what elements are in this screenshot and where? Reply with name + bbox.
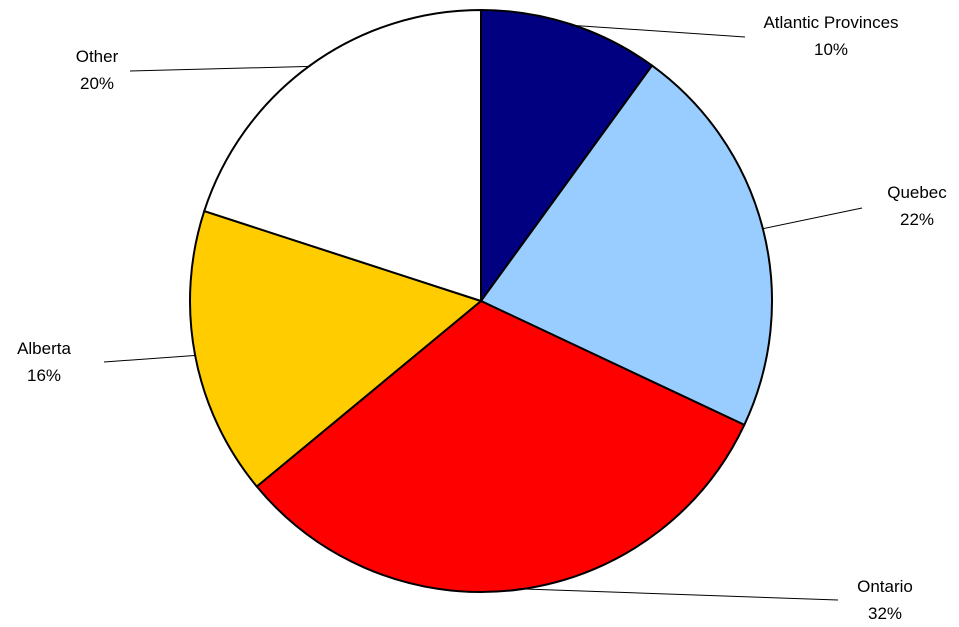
slice-value-label-quebec: 22% (900, 210, 934, 229)
slice-value-label-atlantic-provinces: 10% (814, 40, 848, 59)
slice-value-label-alberta: 16% (27, 366, 61, 385)
pie-slices (189, 9, 773, 593)
slice-value-label-other: 20% (80, 74, 114, 93)
slice-label-ontario: Ontario (857, 577, 913, 596)
slice-labels: Atlantic Provinces 10% Quebec 22% Ontario 32%… (17, 13, 947, 623)
leader-line-other (129, 65, 311, 72)
slice-label-alberta: Alberta (17, 339, 71, 358)
slice-label-quebec: Quebec (887, 183, 947, 202)
pie-slice-ontario (255, 300, 746, 593)
leader-line-alberta (103, 354, 197, 363)
slice-label-atlantic-provinces: Atlantic Provinces (763, 13, 898, 32)
leader-line-ontario (517, 588, 839, 601)
leader-line-atlantic-provinces (570, 24, 746, 38)
leader-lines (103, 24, 863, 601)
pie-slice-atlantic-provinces (480, 9, 654, 302)
pie-slice-other (203, 9, 482, 302)
slice-value-label-ontario: 32% (868, 604, 902, 623)
leader-line-quebec (761, 207, 863, 230)
slice-label-other: Other (76, 47, 119, 66)
